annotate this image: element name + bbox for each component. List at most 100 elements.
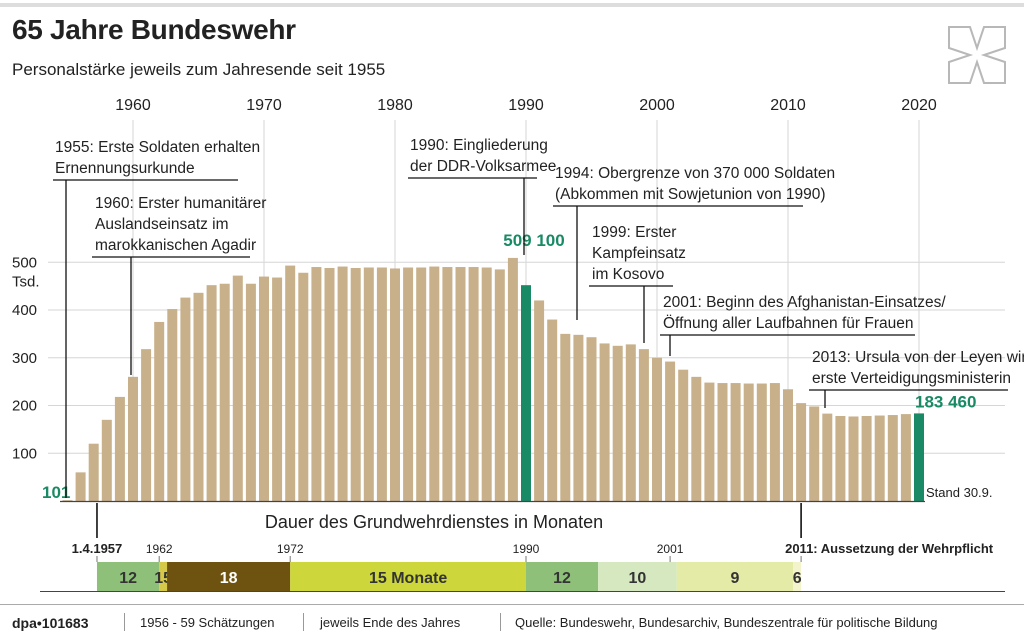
x-tick-label: 1960 [115, 97, 151, 114]
annotation-text: 1990: Eingliederung [410, 137, 548, 154]
service-duration-title: Dauer des Grundwehrdienstes in Monaten [265, 512, 603, 532]
band-axis-label: 1972 [277, 542, 304, 556]
bar [311, 267, 322, 501]
annotation-text: 1999: Erster [592, 224, 676, 241]
duration-segment [167, 562, 291, 591]
bar [88, 443, 99, 501]
duration-segment [676, 562, 794, 591]
bar [141, 349, 152, 501]
annotation-text: Ernennungsurkunde [55, 160, 195, 177]
bar [809, 406, 820, 501]
bar [573, 334, 584, 501]
duration-segment [793, 562, 802, 591]
bar [599, 343, 610, 501]
annotation-text: der DDR-Volksarmee [410, 158, 556, 175]
bar [547, 319, 558, 501]
bar [521, 285, 531, 501]
bar [468, 267, 479, 501]
top-rule [0, 3, 1024, 7]
bar [442, 267, 453, 501]
band-axis-label: 2001 [657, 542, 684, 556]
x-tick-label: 1980 [377, 97, 413, 114]
bar [625, 344, 636, 501]
bar [337, 266, 348, 501]
bar [769, 383, 780, 501]
annotation-text: 2001: Beginn des Afghanistan-Einsatzes/ [663, 294, 946, 311]
bar [324, 267, 335, 501]
bar [101, 419, 112, 501]
bar [455, 267, 466, 501]
bar [180, 297, 191, 501]
footer-divider [303, 613, 304, 631]
bar [691, 376, 702, 501]
duration-segment [159, 562, 168, 591]
value-label: 101 [42, 483, 70, 502]
bar [796, 403, 807, 501]
bar [481, 267, 492, 501]
bar [429, 266, 440, 501]
y-tick-label: 300 [12, 350, 37, 367]
annotation-text: erste Verteidigungsministerin [812, 370, 1011, 387]
x-tick-label: 2020 [901, 97, 937, 114]
y-unit-label: Tsd. [12, 273, 40, 290]
duration-label: 10 [628, 570, 646, 587]
duration-label: 18 [220, 570, 238, 587]
y-tick-label: 100 [12, 445, 37, 462]
bar [586, 337, 597, 501]
bar [704, 382, 715, 501]
bar [114, 396, 125, 501]
bar [219, 283, 230, 501]
duration-label: 12 [553, 570, 571, 587]
duration-segment [526, 562, 599, 591]
bar [848, 416, 859, 501]
bar [128, 376, 138, 501]
x-tick-label: 2000 [639, 97, 675, 114]
bar [652, 357, 662, 501]
bar [494, 269, 505, 501]
value-label: 183 460 [915, 392, 976, 411]
annotation-text: Auslandseinsatz im [95, 216, 229, 233]
duration-label: 15 Monate [369, 570, 447, 587]
duration-label: 9 [730, 570, 739, 587]
band-axis-label: 1990 [513, 542, 540, 556]
bar [638, 349, 649, 501]
bar [560, 333, 571, 501]
bar [914, 413, 924, 501]
annotation-text: Öffnung aller Laufbahnen für Frauen [663, 314, 913, 332]
annotation-text: 2013: Ursula von der Leyen wird [812, 349, 1024, 366]
source-note: Quelle: Bundeswehr, Bundesarchiv, Bundes… [515, 615, 938, 630]
bar [783, 389, 793, 501]
chart-title: 65 Jahre Bundeswehr [12, 14, 296, 45]
annotation-text: 1994: Obergrenze von 370 000 Soldaten [555, 165, 835, 182]
bar [259, 276, 269, 501]
bar [822, 413, 833, 501]
bar [507, 257, 518, 501]
bar [193, 292, 204, 501]
bar [416, 267, 427, 501]
credit-text: dpa•101683 [12, 615, 89, 631]
band-axis-label: 1962 [146, 542, 173, 556]
bar [62, 500, 73, 501]
bar [232, 275, 243, 501]
bar [154, 321, 165, 501]
x-tick-label: 1970 [246, 97, 282, 114]
annotation-text: (Abkommen mit Sowjetunion von 1990) [555, 186, 826, 203]
duration-segment [290, 562, 526, 591]
year-end-note: jeweils Ende des Jahres [320, 615, 461, 630]
bar [350, 267, 361, 501]
band-axis-label: 1.4.1957 [72, 541, 123, 556]
annotation-text: marokkanischen Agadir [95, 237, 256, 254]
duration-segment [598, 562, 677, 591]
annotation-text: 1955: Erste Soldaten erhalten [55, 139, 260, 156]
x-tick-label: 1990 [508, 97, 544, 114]
bar [167, 309, 178, 501]
y-tick-label: 500 [12, 254, 37, 271]
bar [612, 345, 623, 501]
annotation-text: 1960: Erster humanitärer [95, 195, 266, 212]
bar [678, 369, 689, 501]
duration-label: 12 [119, 570, 137, 587]
bar [900, 414, 911, 501]
bar [717, 383, 728, 501]
x-tick-label: 2010 [770, 97, 806, 114]
y-tick-label: 200 [12, 398, 37, 415]
